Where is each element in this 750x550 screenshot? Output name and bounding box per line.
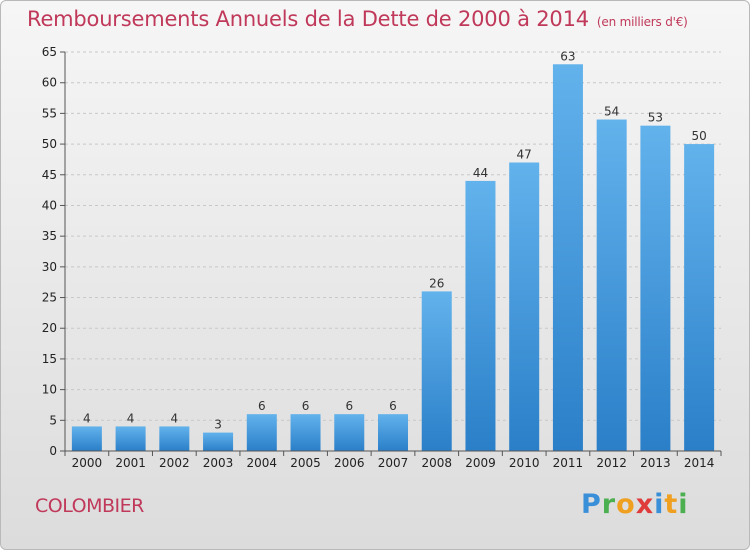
logo-letter: i	[654, 489, 665, 520]
chart-title-text: Remboursements Annuels de la Dette de 20…	[27, 7, 589, 31]
bar-value-label: 47	[517, 147, 532, 161]
bar	[159, 426, 190, 451]
bar-value-label: 4	[83, 411, 91, 425]
x-tick-label: 2001	[115, 456, 146, 470]
y-tick-label: 35	[42, 229, 57, 243]
x-tick-label: 2012	[596, 456, 627, 470]
bar-value-label: 6	[258, 399, 266, 413]
bar-value-label: 53	[648, 111, 663, 125]
chart-title: Remboursements Annuels de la Dette de 20…	[27, 7, 688, 31]
logo-letter: r	[601, 489, 617, 520]
x-tick-label: 2006	[334, 456, 365, 470]
bar-value-label: 44	[473, 166, 488, 180]
bar	[246, 414, 277, 451]
x-tick-label: 2009	[465, 456, 496, 470]
logo-letter: i	[678, 489, 689, 520]
bar-value-label: 63	[560, 49, 575, 63]
x-tick-label: 2013	[640, 456, 671, 470]
chart-subtitle: (en milliers d'€)	[596, 15, 688, 29]
y-tick-label: 45	[42, 168, 57, 182]
logo-letter: P	[581, 489, 602, 520]
x-tick-label: 2014	[684, 456, 715, 470]
y-tick-label: 15	[42, 352, 57, 366]
bar	[596, 119, 627, 452]
x-tick-label: 2003	[203, 456, 234, 470]
y-tick-label: 10	[42, 383, 57, 397]
bar	[71, 426, 102, 451]
bars	[71, 64, 715, 452]
bar-value-label: 6	[345, 399, 353, 413]
bar-value-label: 50	[691, 129, 706, 143]
y-tick-label: 5	[49, 413, 57, 427]
bar-value-label: 6	[302, 399, 310, 413]
bar-value-label: 4	[127, 411, 135, 425]
bar	[334, 414, 365, 451]
x-tick-label: 2000	[72, 456, 103, 470]
bar	[378, 414, 408, 451]
bar-value-label: 3	[214, 418, 222, 432]
bar	[290, 414, 321, 451]
logo-letter: x	[635, 489, 655, 520]
y-tick-label: 50	[42, 137, 57, 151]
y-tick-label: 0	[49, 444, 57, 458]
x-tick-label: 2011	[553, 456, 584, 470]
bar-value-label: 54	[604, 105, 619, 119]
logo-letter: t	[664, 489, 679, 520]
bar-value-label: 6	[389, 399, 397, 413]
y-tick-label: 25	[42, 291, 57, 305]
logo-letter: o	[616, 489, 636, 520]
commune-name: COLOMBIER	[35, 495, 144, 517]
x-tick-label: 2007	[378, 456, 409, 470]
y-tick-label: 20	[42, 321, 57, 335]
y-tick-label: 40	[42, 198, 57, 212]
bar	[421, 291, 452, 451]
x-tick-label: 2008	[421, 456, 452, 470]
x-tick-label: 2005	[290, 456, 321, 470]
x-tick-label: 2002	[159, 456, 190, 470]
y-tick-label: 55	[42, 106, 57, 120]
bar	[203, 432, 234, 451]
y-tick-label: 60	[42, 76, 57, 90]
proxiti-logo: Proxiti	[581, 489, 689, 520]
bar	[465, 180, 496, 451]
bar	[640, 125, 671, 452]
bar	[115, 426, 146, 451]
bar-value-label: 4	[171, 411, 179, 425]
bar-value-label: 26	[429, 276, 444, 290]
x-tick-label: 2004	[247, 456, 278, 470]
y-tick-label: 30	[42, 260, 57, 274]
x-axis: 2000 2001 2002 2003 2004 2005 2006 2007 2008 2009…	[64, 450, 722, 470]
bar	[509, 162, 540, 451]
x-tick-label: 2010	[509, 456, 540, 470]
bar	[552, 64, 583, 452]
y-tick-label: 65	[42, 45, 57, 59]
bar	[684, 144, 715, 452]
y-axis: 0 5 10 15 20 25 30 35 40 45 50 55 60 65	[42, 45, 66, 458]
